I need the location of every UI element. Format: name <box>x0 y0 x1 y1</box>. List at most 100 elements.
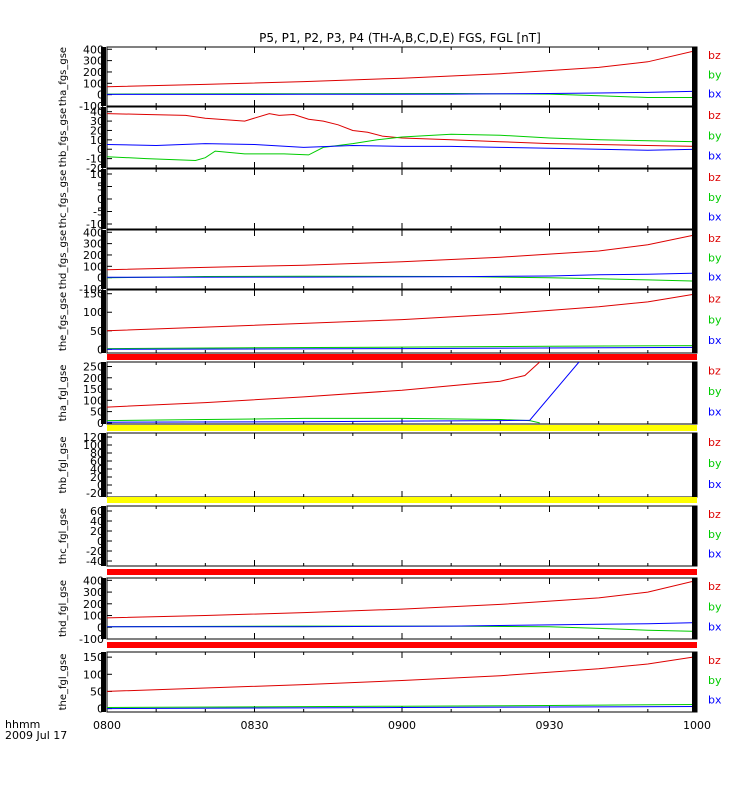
chart-title: P5, P1, P2, P3, P4 (TH-A,B,C,D,E) FGS, F… <box>259 31 541 45</box>
ytick-label: 20 <box>90 124 104 137</box>
ytick-label: -20 <box>86 162 104 175</box>
panel-frame <box>106 361 698 425</box>
legend-bx: bx <box>708 478 722 491</box>
ytick-label: 200 <box>83 372 104 385</box>
series-bz-line <box>107 656 697 692</box>
legend-by: by <box>708 313 722 326</box>
ytick-label: 400 <box>83 43 104 56</box>
ytick-label: 20 <box>90 525 104 538</box>
ytick-label: 40 <box>90 106 104 119</box>
ytick-label: -10 <box>86 153 104 166</box>
coverage-bar-left <box>101 433 106 497</box>
legend-bz: bz <box>708 580 721 593</box>
ytick-label: 40 <box>90 463 104 476</box>
ytick-label: 400 <box>83 574 104 587</box>
panel-ylabel: thb_fgl_gse <box>58 437 69 494</box>
coverage-bar-left <box>101 47 106 106</box>
panel-frame <box>106 168 698 230</box>
ytick-label: 40 <box>90 515 104 528</box>
panel-frame <box>106 289 698 354</box>
series-bx-line <box>107 706 697 710</box>
coverage-bar-left <box>101 506 106 566</box>
legend-bx: bx <box>708 620 722 633</box>
legend-by: by <box>708 68 722 81</box>
ytick-label: 150 <box>83 288 104 301</box>
status-bar <box>107 425 697 431</box>
ytick-label: 100 <box>83 394 104 407</box>
ytick-label: 10 <box>90 168 104 181</box>
legend-bx: bx <box>708 271 722 284</box>
xtick-label: 0900 <box>388 719 416 732</box>
series-bz-line <box>107 49 697 88</box>
legend-bz: bz <box>708 49 721 62</box>
ytick-label: 120 <box>83 431 104 444</box>
series-bx-line <box>107 143 697 151</box>
ytick-label: 100 <box>83 260 104 273</box>
series-bz-line <box>107 579 697 619</box>
coverage-bar-right <box>692 230 697 289</box>
series-by-line <box>107 92 697 98</box>
ytick-label: -10 <box>86 218 104 231</box>
ytick-label: 0 <box>97 343 104 356</box>
ytick-label: 300 <box>83 238 104 251</box>
series-bz-line <box>107 293 697 332</box>
panel-ylabel: thc_fgl_gse <box>58 508 69 564</box>
ytick-label: 200 <box>83 249 104 262</box>
panel-ylabel: thd_fgs_gse <box>58 230 69 289</box>
coverage-bar-left <box>101 169 106 229</box>
legend-bx: bx <box>708 334 722 347</box>
coverage-bar-right <box>692 433 697 497</box>
series-by-line <box>107 133 697 162</box>
ytick-label: 0 <box>97 479 104 492</box>
ytick-label: 80 <box>90 447 104 460</box>
ytick-label: 100 <box>83 77 104 90</box>
legend-by: by <box>708 674 722 687</box>
ytick-label: 60 <box>90 455 104 468</box>
ytick-label: -20 <box>86 545 104 558</box>
ytick-label: 50 <box>90 406 104 419</box>
ytick-label: -40 <box>86 555 104 568</box>
ytick-label: 0 <box>97 703 104 716</box>
ytick-label: -100 <box>79 100 104 113</box>
legend-bz: bz <box>708 436 721 449</box>
ytick-label: 400 <box>83 226 104 239</box>
ytick-label: 0 <box>97 272 104 285</box>
legend-by: by <box>708 600 722 613</box>
coverage-bar-left <box>101 652 106 712</box>
coverage-bar-right <box>692 506 697 566</box>
status-bar <box>107 642 697 648</box>
coverage-bar-left <box>101 290 106 353</box>
legend-bx: bx <box>708 149 722 162</box>
ytick-label: 100 <box>83 668 104 681</box>
time-axis-label: hhmm <box>5 718 41 731</box>
ytick-label: 0 <box>97 621 104 634</box>
coverage-bar-right <box>692 362 697 424</box>
coverage-bar-right <box>692 290 697 353</box>
panel-frame <box>106 577 698 640</box>
ytick-label: 100 <box>83 306 104 319</box>
panel-ylabel: thb_fgs_gse <box>58 108 69 167</box>
panel-ylabel: tha_fgl_gse <box>58 365 69 422</box>
ytick-label: -100 <box>79 633 104 646</box>
legend-bz: bz <box>708 293 721 306</box>
panel-frame <box>106 432 698 498</box>
coverage-bar-right <box>692 47 697 106</box>
series-bx-line <box>107 272 697 278</box>
xtick-label: 1000 <box>683 719 711 732</box>
ytick-label: 150 <box>83 383 104 396</box>
ytick-label: 250 <box>83 361 104 374</box>
xtick-label: 0930 <box>536 719 564 732</box>
ytick-label: -100 <box>79 283 104 296</box>
ytick-label: 0 <box>97 417 104 430</box>
ytick-label: 20 <box>90 471 104 484</box>
legend-bx: bx <box>708 211 722 224</box>
panel-ylabel: thd_fgl_gse <box>58 580 69 637</box>
ytick-label: 0 <box>97 193 104 206</box>
legend-bx: bx <box>708 88 722 101</box>
legend-by: by <box>708 528 722 541</box>
legend-bz: bz <box>708 508 721 521</box>
series-bz-line <box>107 234 697 271</box>
coverage-bar-right <box>692 652 697 712</box>
legend-by: by <box>708 385 722 398</box>
ytick-label: 100 <box>83 610 104 623</box>
